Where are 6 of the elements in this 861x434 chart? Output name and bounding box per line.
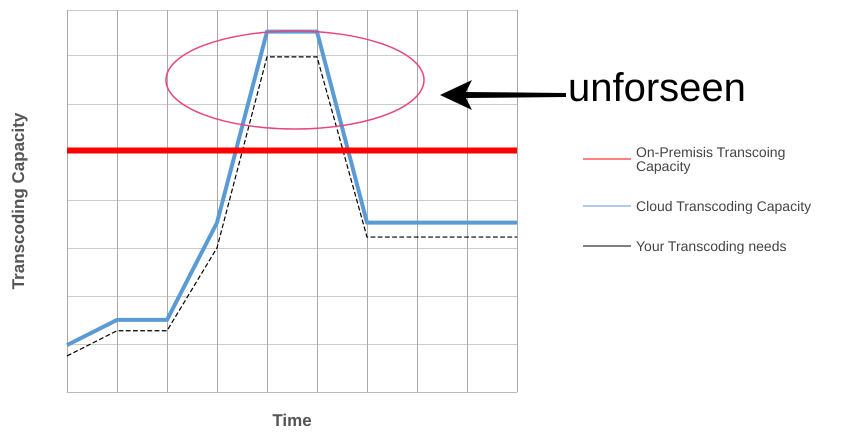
x-axis-title: Time <box>272 411 312 430</box>
legend-label: On-Premisis Transcoing Capacity <box>636 144 790 174</box>
text: unforseen <box>568 66 746 110</box>
legend-label: Cloud Transcoding Capacity <box>636 198 812 214</box>
legend-label: Your Transcoding needs <box>636 238 786 254</box>
y-axis-title: Transcoding Capacity <box>9 112 28 290</box>
